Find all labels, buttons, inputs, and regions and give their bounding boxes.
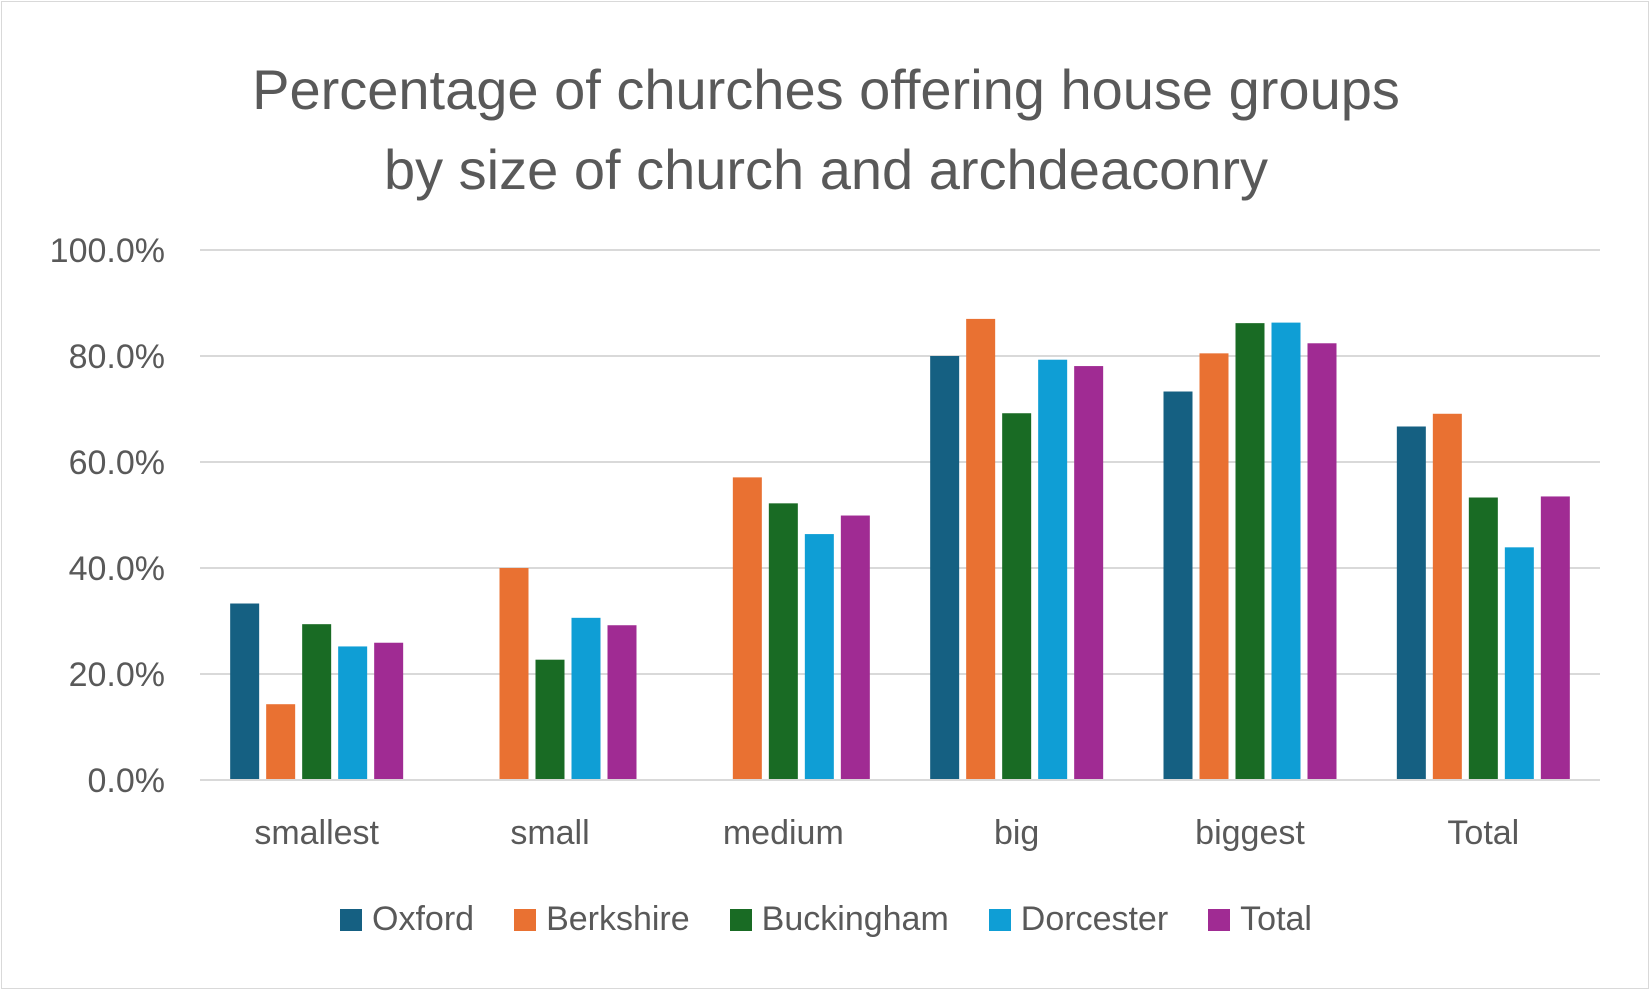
legend-label: Total [1240,900,1312,938]
bar-total-small [607,625,637,780]
bar-berkshire-smallest [266,704,296,780]
legend-swatch [514,908,537,931]
bar-oxford-smallest [230,603,260,780]
chart-title-line-2: by size of church and archdeaconry [383,138,1269,201]
legend-swatch [729,908,752,931]
bar-total-total [1540,496,1570,780]
legend-item-oxford: Oxford [340,900,474,939]
legend-label: Berkshire [546,900,690,938]
bar-berkshire-biggest [1199,353,1229,780]
y-tick-label: 40.0% [69,550,165,588]
bar-berkshire-total [1432,413,1462,780]
x-category-label: biggest [1195,814,1305,852]
bar-oxford-total [1396,426,1426,780]
legend-item-buckingham: Buckingham [729,900,949,939]
y-tick-label: 0.0% [88,762,166,800]
x-category-label: Total [1447,814,1519,852]
bar-dorcester-small [571,617,601,780]
bar-buckingham-biggest [1235,323,1265,780]
bar-dorcester-biggest [1271,322,1301,780]
bar-buckingham-smallest [302,624,332,780]
x-category-label: medium [723,814,844,852]
bar-dorcester-total [1504,547,1534,780]
legend-swatch [988,908,1011,931]
x-category-label: big [994,814,1039,852]
legend-item-total: Total [1208,900,1312,939]
legend-swatch [340,908,363,931]
bar-dorcester-smallest [338,646,368,780]
bar-total-smallest [374,642,404,780]
bar-buckingham-big [1002,413,1032,780]
y-tick-label: 100.0% [50,232,165,270]
chart-title-line-1: Percentage of churches offering house gr… [252,58,1400,121]
bar-oxford-big [930,356,960,780]
bar-chart-plot: 0.0% 20.0% 40.0% 60.0% 80.0% 100.0% smallest sm… [50,232,1600,852]
legend-item-dorcester: Dorcester [988,900,1169,939]
legend-label: Buckingham [761,900,949,938]
bar-dorcester-big [1038,359,1068,780]
bar-berkshire-medium [732,477,762,780]
bar-total-medium [840,515,870,780]
legend-swatch [1208,908,1231,931]
bar-oxford-biggest [1163,391,1193,780]
y-tick-label: 80.0% [69,338,165,376]
bar-buckingham-small [535,659,565,780]
chart-legend: Oxford Berkshire Buckingham Dorcester Total [0,900,1652,939]
bar-berkshire-big [966,318,996,780]
legend-label: Dorcester [1020,900,1169,938]
bar-buckingham-total [1468,497,1498,780]
legend-label: Oxford [372,900,475,938]
bar-berkshire-small [499,568,529,780]
bar-total-big [1074,366,1104,780]
x-category-label: smallest [254,814,379,852]
x-category-label: small [510,814,589,852]
bar-buckingham-medium [768,503,798,780]
y-tick-label: 60.0% [69,444,165,482]
legend-item-berkshire: Berkshire [514,900,690,939]
bar-total-biggest [1307,343,1337,780]
bar-dorcester-medium [804,534,834,780]
y-tick-label: 20.0% [69,656,165,694]
